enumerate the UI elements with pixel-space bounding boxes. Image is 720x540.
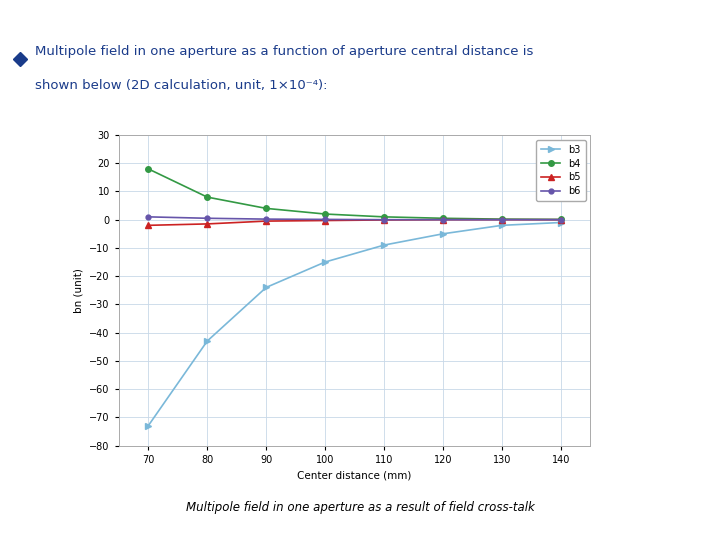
Text: shown below (2D calculation, unit, 1×10⁻⁴):: shown below (2D calculation, unit, 1×10⁻… <box>35 79 327 92</box>
b5 <box>438 217 447 223</box>
b3 <box>498 222 506 228</box>
b6 <box>438 217 447 223</box>
b6 <box>262 216 271 222</box>
Y-axis label: bn (unit): bn (unit) <box>73 268 84 313</box>
b6 <box>144 214 153 220</box>
b4 <box>203 194 212 200</box>
b3 <box>557 219 565 226</box>
b4 <box>498 216 506 222</box>
b5 <box>498 217 506 223</box>
b4 <box>144 166 153 172</box>
b6 <box>379 217 388 223</box>
b3 <box>438 231 447 237</box>
Text: Multipole field in one aperture as a result of field cross-talk: Multipole field in one aperture as a res… <box>186 501 534 514</box>
b3 <box>144 422 153 429</box>
b5 <box>321 217 330 224</box>
b5 <box>379 217 388 223</box>
b3 <box>203 338 212 345</box>
b5 <box>557 217 565 223</box>
Legend: b3, b4, b5, b6: b3, b4, b5, b6 <box>536 140 585 201</box>
b5 <box>144 222 153 228</box>
b5 <box>262 218 271 224</box>
Text: Multipole field in one aperture as a function of aperture central distance is: Multipole field in one aperture as a fun… <box>35 45 533 58</box>
b4 <box>379 214 388 220</box>
Line: b5: b5 <box>145 217 564 228</box>
b4 <box>321 211 330 217</box>
b4 <box>557 216 565 222</box>
b6 <box>203 215 212 221</box>
b3 <box>321 259 330 265</box>
b4 <box>262 205 271 212</box>
b6 <box>557 217 565 223</box>
b3 <box>262 284 271 291</box>
b3 <box>379 242 388 248</box>
b6 <box>498 217 506 223</box>
X-axis label: Center distance (mm): Center distance (mm) <box>297 470 412 480</box>
Line: b4: b4 <box>145 166 564 222</box>
b5 <box>203 221 212 227</box>
Line: b3: b3 <box>145 220 564 429</box>
b4 <box>438 215 447 221</box>
b6 <box>321 216 330 222</box>
Line: b6: b6 <box>146 214 563 222</box>
